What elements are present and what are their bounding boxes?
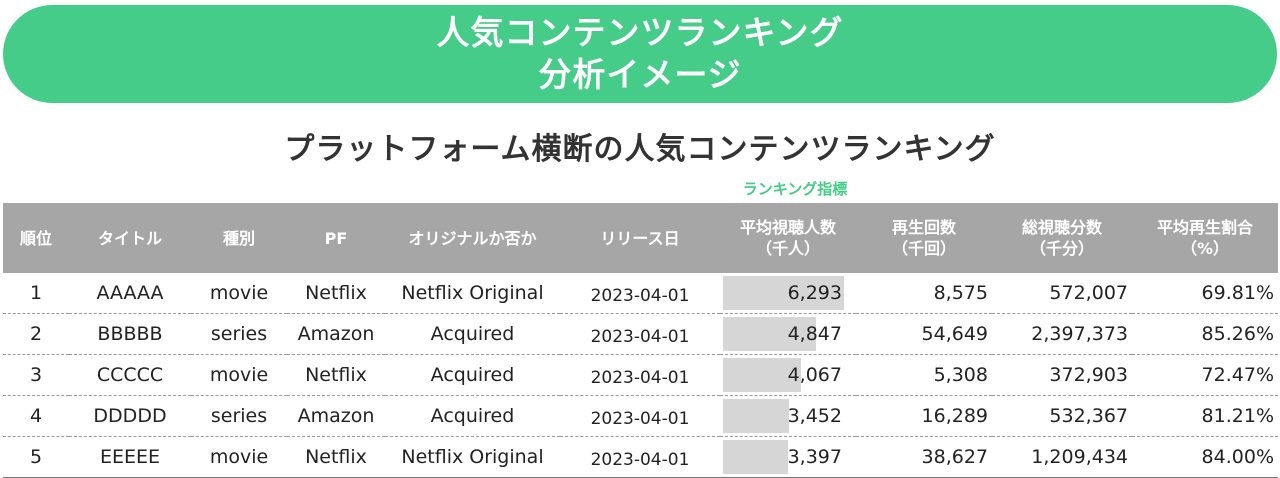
- header-total-minutes-label: 総視聴分数: [1021, 218, 1102, 237]
- section-title: プラットフォーム横断の人気コンテンツランキング: [284, 132, 996, 167]
- header-title-label: タイトル: [97, 228, 162, 248]
- header-platform[interactable]: PF: [287, 203, 385, 273]
- header-avg-viewers[interactable]: 平均視聴人数 （千人）: [720, 203, 856, 273]
- platform-cell: Amazon: [287, 313, 385, 355]
- release-date-cell: 2023-04-01: [560, 273, 720, 314]
- avg-ratio-cell: 72.47%: [1132, 354, 1278, 396]
- type-cell: movie: [191, 354, 287, 396]
- avg-viewers-cell: 6,293: [720, 273, 856, 314]
- rank-cell: 5: [3, 436, 69, 478]
- header-platform-label: PF: [324, 228, 348, 248]
- header-original-label: オリジナルか否か: [408, 228, 537, 248]
- total-minutes-cell: 372,903: [992, 354, 1132, 396]
- release-date-cell: 2023-04-01: [560, 436, 720, 478]
- avg-viewers-databar: [723, 358, 802, 392]
- header-release-date-label: リリース日: [600, 228, 680, 248]
- table-row[interactable]: 2 BBBBB series Amazon Acquired 2023-04-01 4,84…: [3, 313, 1278, 355]
- plays-cell: 8,575: [856, 273, 992, 314]
- rank-cell: 1: [3, 273, 69, 314]
- title-banner: 人気コンテンツランキング 分析イメージ: [3, 5, 1277, 103]
- avg-viewers-cell: 3,452: [720, 395, 856, 437]
- title-cell: CCCCC: [69, 354, 191, 396]
- avg-viewers-value: 4,847: [787, 323, 842, 345]
- platform-cell: Amazon: [287, 395, 385, 437]
- header-type[interactable]: 種別: [191, 203, 287, 273]
- release-date-cell: 2023-04-01: [560, 395, 720, 437]
- table-header-row: 順位 タイトル 種別 PF オリジナルか否か リリース日 平均視聴人数 （千人）…: [3, 203, 1278, 273]
- ranking-metric-label: ランキング指標: [742, 180, 848, 198]
- avg-viewers-databar: [723, 440, 789, 474]
- header-total-minutes[interactable]: 総視聴分数 （千分）: [992, 203, 1132, 273]
- avg-ratio-cell: 69.81%: [1132, 273, 1278, 314]
- avg-ratio-cell: 85.26%: [1132, 313, 1278, 355]
- banner-title-line2: 分析イメージ: [538, 55, 742, 94]
- plays-cell: 54,649: [856, 313, 992, 355]
- table-row[interactable]: 4 DDDDD series Amazon Acquired 2023-04-01 3,45…: [3, 395, 1278, 437]
- original-cell: Acquired: [385, 395, 560, 437]
- rank-cell: 4: [3, 395, 69, 437]
- banner-title-line1: 人気コンテンツランキング: [436, 13, 844, 52]
- total-minutes-cell: 2,397,373: [992, 313, 1132, 355]
- platform-cell: Netflix: [287, 354, 385, 396]
- avg-viewers-value: 4,067: [787, 364, 842, 386]
- platform-cell: Netflix: [287, 273, 385, 314]
- header-title[interactable]: タイトル: [69, 203, 191, 273]
- avg-viewers-value: 3,452: [787, 405, 842, 427]
- header-rank-label: 順位: [19, 228, 52, 248]
- title-cell: AAAAA: [69, 273, 191, 314]
- table-row[interactable]: 3 CCCCC movie Netflix Acquired 2023-04-01 4,06…: [3, 354, 1278, 396]
- avg-viewers-cell: 4,847: [720, 313, 856, 355]
- title-cell: BBBBB: [69, 313, 191, 355]
- release-date-cell: 2023-04-01: [560, 354, 720, 396]
- total-minutes-cell: 572,007: [992, 273, 1132, 314]
- title-cell: DDDDD: [69, 395, 191, 437]
- release-date-cell: 2023-04-01: [560, 313, 720, 355]
- avg-ratio-cell: 81.21%: [1132, 395, 1278, 437]
- table-row[interactable]: 1 AAAAA movie Netflix Netflix Original 2023-0…: [3, 273, 1278, 314]
- header-avg-ratio[interactable]: 平均再生割合 （%）: [1132, 203, 1278, 273]
- avg-viewers-value: 6,293: [787, 282, 842, 304]
- type-cell: movie: [191, 436, 287, 478]
- avg-viewers-cell: 3,397: [720, 436, 856, 478]
- plays-cell: 38,627: [856, 436, 992, 478]
- header-avg-ratio-label: 平均再生割合: [1156, 218, 1253, 237]
- header-avg-viewers-label: 平均視聴人数: [739, 218, 836, 237]
- header-plays-label: 再生回数: [891, 218, 956, 237]
- header-total-minutes-unit: （千分）: [1029, 239, 1094, 258]
- original-cell: Netflix Original: [385, 436, 560, 478]
- original-cell: Acquired: [385, 313, 560, 355]
- plays-cell: 5,308: [856, 354, 992, 396]
- header-original[interactable]: オリジナルか否か: [385, 203, 560, 273]
- header-avg-viewers-unit: （千人）: [755, 239, 820, 258]
- avg-viewers-value: 3,397: [787, 446, 842, 468]
- avg-viewers-databar: [723, 399, 790, 433]
- header-type-label: 種別: [222, 228, 255, 248]
- plays-cell: 16,289: [856, 395, 992, 437]
- original-cell: Acquired: [385, 354, 560, 396]
- avg-ratio-cell: 84.00%: [1132, 436, 1278, 478]
- table-row[interactable]: 5 EEEEE movie Netflix Netflix Original 2023-0…: [3, 436, 1278, 478]
- rank-cell: 2: [3, 313, 69, 355]
- avg-viewers-databar: [723, 276, 844, 310]
- type-cell: movie: [191, 273, 287, 314]
- ranking-table: 順位 タイトル 種別 PF オリジナルか否か リリース日 平均視聴人数 （千人）…: [3, 203, 1278, 478]
- avg-viewers-cell: 4,067: [720, 354, 856, 396]
- total-minutes-cell: 532,367: [992, 395, 1132, 437]
- header-plays[interactable]: 再生回数 （千回）: [856, 203, 992, 273]
- rank-cell: 3: [3, 354, 69, 396]
- avg-viewers-databar: [723, 317, 817, 351]
- header-rank[interactable]: 順位: [3, 203, 69, 273]
- header-release-date[interactable]: リリース日: [560, 203, 720, 273]
- header-avg-ratio-unit: （%）: [1180, 239, 1230, 258]
- original-cell: Netflix Original: [385, 273, 560, 314]
- title-cell: EEEEE: [69, 436, 191, 478]
- total-minutes-cell: 1,209,434: [992, 436, 1132, 478]
- type-cell: series: [191, 313, 287, 355]
- platform-cell: Netflix: [287, 436, 385, 478]
- header-plays-unit: （千回）: [891, 239, 956, 258]
- type-cell: series: [191, 395, 287, 437]
